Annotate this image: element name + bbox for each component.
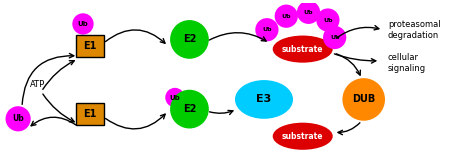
Circle shape xyxy=(297,1,320,24)
Text: E2: E2 xyxy=(183,34,196,44)
Circle shape xyxy=(323,26,346,49)
Circle shape xyxy=(316,8,339,32)
Ellipse shape xyxy=(273,123,333,150)
Text: Ub: Ub xyxy=(323,17,333,23)
Circle shape xyxy=(170,20,209,59)
Circle shape xyxy=(72,13,94,35)
Circle shape xyxy=(342,78,385,121)
Text: Ub: Ub xyxy=(170,95,180,100)
Ellipse shape xyxy=(235,80,293,119)
Text: Ub: Ub xyxy=(330,35,339,40)
Circle shape xyxy=(165,88,184,107)
Text: E1: E1 xyxy=(83,109,96,119)
Text: Ub: Ub xyxy=(282,14,291,19)
Text: cellular
signaling: cellular signaling xyxy=(388,53,426,73)
Text: Ub: Ub xyxy=(77,21,88,27)
Text: E3: E3 xyxy=(256,94,272,104)
Circle shape xyxy=(170,90,209,129)
Text: E1: E1 xyxy=(83,41,96,51)
Text: E2: E2 xyxy=(183,104,196,114)
Text: Ub: Ub xyxy=(304,10,313,15)
Circle shape xyxy=(274,5,298,28)
Ellipse shape xyxy=(273,35,333,63)
Text: DUB: DUB xyxy=(352,94,375,104)
Text: substrate: substrate xyxy=(282,132,324,141)
Text: substrate: substrate xyxy=(282,45,324,54)
Text: Ub: Ub xyxy=(12,114,24,123)
FancyBboxPatch shape xyxy=(76,35,104,57)
Text: proteasomal
degradation: proteasomal degradation xyxy=(388,20,441,40)
FancyBboxPatch shape xyxy=(76,103,104,125)
Circle shape xyxy=(255,18,279,41)
Text: ATP: ATP xyxy=(30,80,45,89)
Text: Ub: Ub xyxy=(262,27,272,32)
Circle shape xyxy=(5,106,31,131)
